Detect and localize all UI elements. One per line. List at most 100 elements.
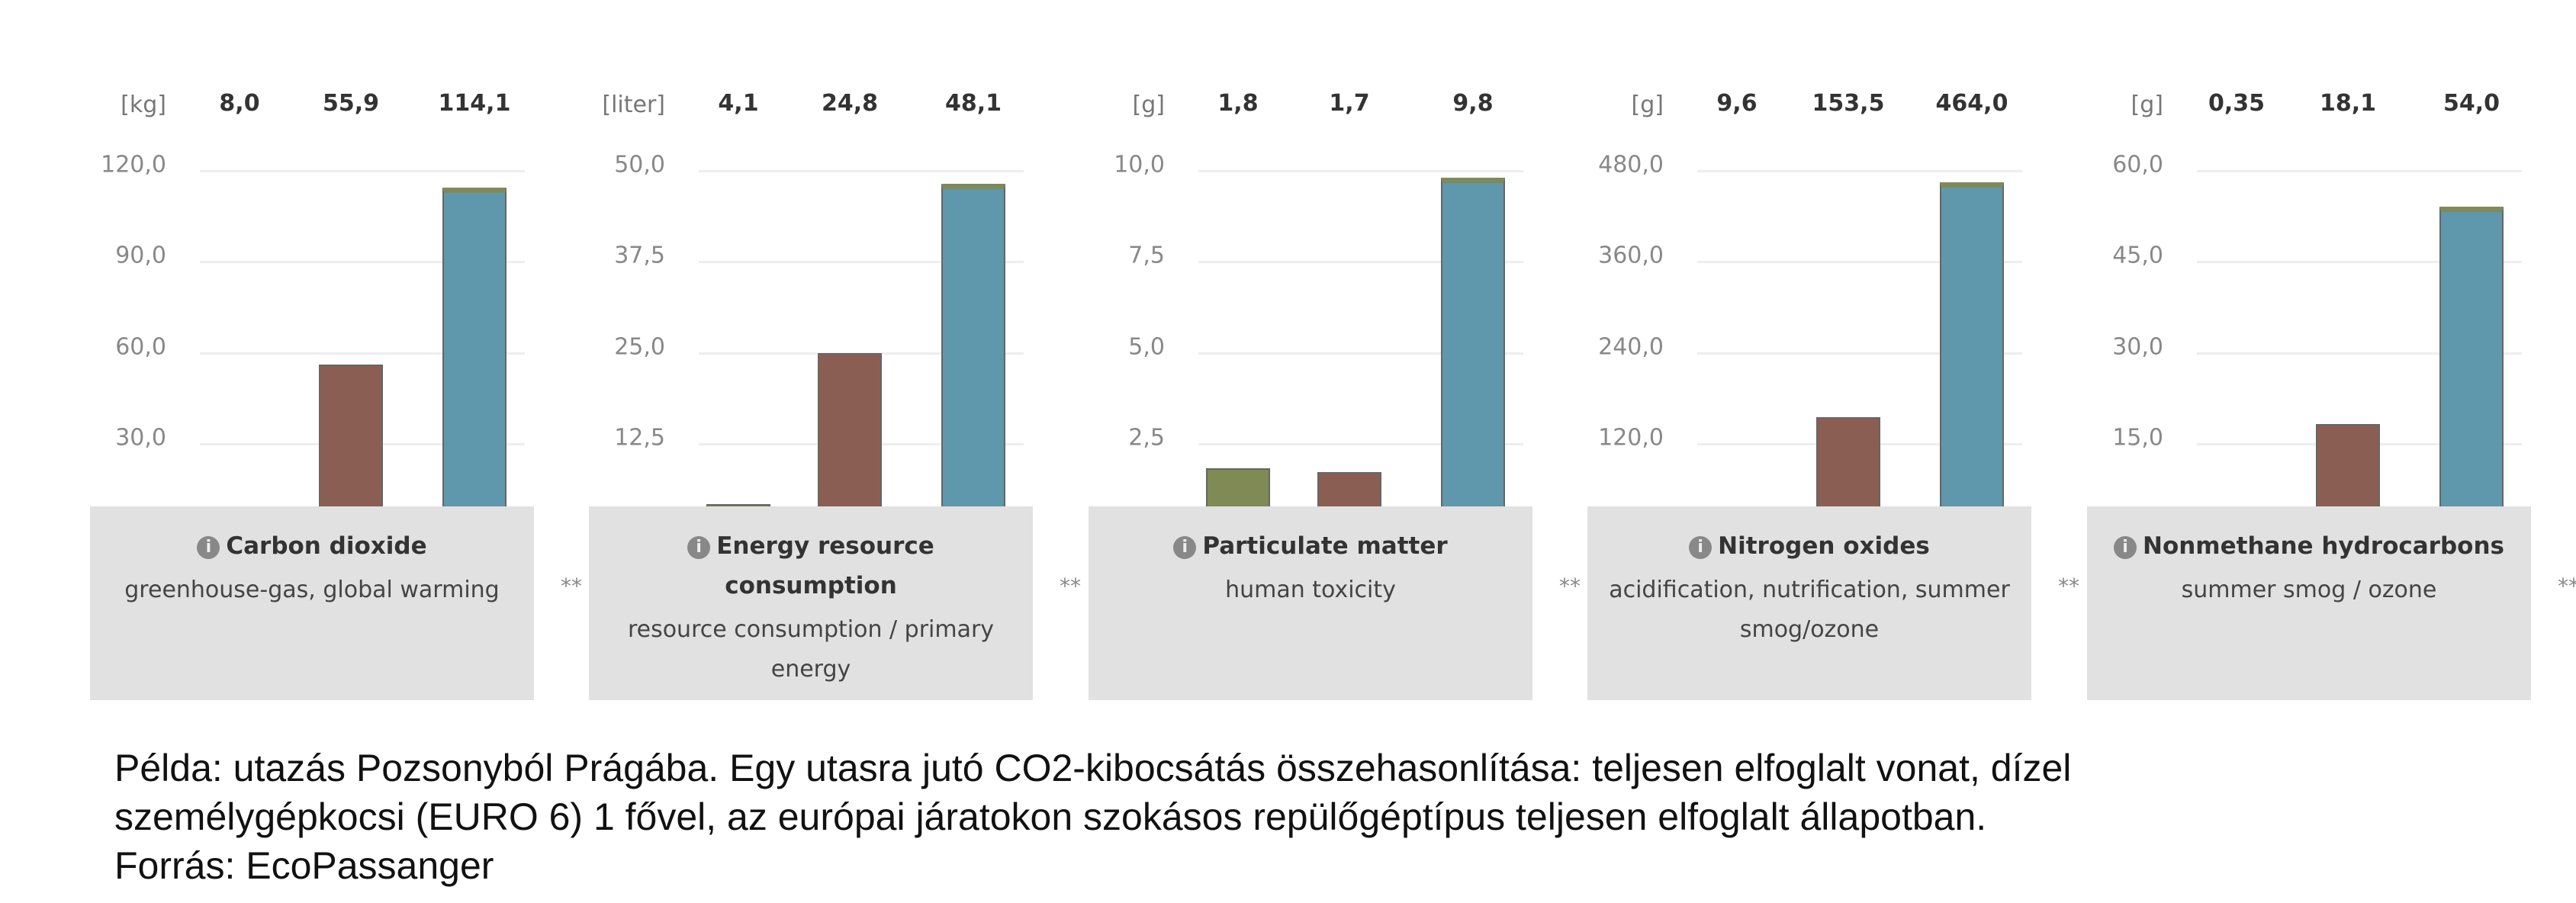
info-subtitle: acidification, nutrification, summer smo… [1609, 577, 2010, 643]
y-tick-label: 480,0 [1598, 151, 1664, 178]
gridline [200, 261, 525, 264]
y-tick-label: 2,5 [1128, 424, 1165, 452]
y-tick-label: 30,0 [115, 424, 166, 452]
value-label-car: 1,7 [1329, 90, 1370, 117]
value-label-plane: 114,1 [438, 90, 511, 117]
unit-label: [g] [2131, 92, 2163, 118]
gridline [2197, 261, 2522, 264]
info-subtitle: greenhouse-gas, global warming [124, 577, 500, 603]
caption-line: Forrás: EcoPassanger [114, 844, 494, 887]
y-tick-label: 7,5 [1128, 242, 1165, 269]
info-box: i Carbon dioxide greenhouse-gas, global w… [90, 506, 534, 700]
y-tick-label: 240,0 [1598, 333, 1664, 360]
value-label-plane: 464,0 [1935, 90, 2008, 117]
info-title: i Energy resource consumption [600, 526, 1022, 606]
value-label-plane: 48,1 [944, 90, 1002, 117]
gridline [1697, 352, 2022, 355]
y-tick-label: 60,0 [115, 333, 166, 360]
y-tick-label: 60,0 [2112, 151, 2163, 178]
bar-plane [442, 188, 507, 534]
info-box: i Particulate matter human toxicity [1089, 506, 1532, 700]
bar-plane [2439, 206, 2504, 534]
info-title: i Particulate matter [1099, 526, 1522, 566]
info-icon[interactable]: i [1689, 536, 1713, 559]
chart-panel: [g]02,55,07,510,01,81,79,8** iParticulat… [1089, 0, 1581, 709]
y-tick-label: 50,0 [614, 151, 665, 178]
gridline [1198, 261, 1523, 264]
bar-plane [1441, 177, 1505, 534]
gridline [1697, 261, 2022, 264]
unit-label: [liter] [602, 92, 665, 118]
footnote-mark: ** [561, 574, 582, 599]
caption: Példa: utazás Pozsonyból Prágába. Egy ut… [114, 744, 2071, 890]
info-subtitle: resource consumption / primary energy [627, 616, 995, 683]
value-label-train: 9,6 [1716, 90, 1758, 117]
gridline [1198, 352, 1523, 355]
info-box: i Nitrogen oxides acidification, nutrific… [1587, 506, 2031, 700]
info-icon[interactable]: i [2114, 536, 2137, 559]
y-tick-label: 45,0 [2112, 242, 2163, 269]
footnote-mark: ** [1559, 574, 1581, 599]
y-tick-label: 120,0 [101, 151, 166, 178]
value-label-car: 55,9 [322, 90, 380, 117]
gridline [699, 170, 1024, 172]
chart-panel: [liter]012,525,037,550,04,124,848,1** iE… [589, 0, 1081, 709]
gridline [699, 261, 1024, 264]
value-label-car: 153,5 [1812, 90, 1885, 117]
unit-label: [g] [1631, 92, 1664, 118]
info-title-text: Energy resource consumption [716, 532, 934, 599]
footnote-mark: ** [2058, 574, 2079, 599]
info-title: i Nitrogen oxides [1598, 526, 2021, 566]
y-tick-label: 30,0 [2112, 333, 2163, 360]
value-label-train: 0,35 [2208, 90, 2266, 117]
footnote-mark: ** [1060, 574, 1081, 599]
value-label-train: 1,8 [1217, 90, 1259, 117]
y-tick-label: 15,0 [2112, 424, 2163, 452]
value-label-plane: 9,8 [1452, 90, 1494, 117]
gridline [2197, 170, 2522, 172]
value-label-car: 18,1 [2319, 90, 2377, 117]
y-tick-label: 120,0 [1598, 424, 1664, 452]
y-tick-label: 360,0 [1598, 242, 1664, 269]
y-tick-label: 37,5 [614, 242, 665, 269]
gridline [1697, 170, 2022, 172]
value-label-car: 24,8 [821, 90, 879, 117]
value-label-train: 8,0 [219, 90, 260, 117]
bar-plane [1940, 182, 2004, 534]
info-title-text: Carbon dioxide [226, 532, 427, 560]
info-icon[interactable]: i [197, 536, 220, 559]
info-title-text: Nitrogen oxides [1718, 532, 1930, 560]
y-tick-label: 25,0 [614, 333, 665, 360]
info-subtitle: summer smog / ozone [2181, 577, 2437, 603]
info-title: i Carbon dioxide [101, 526, 523, 566]
y-tick-label: 5,0 [1128, 333, 1165, 360]
y-tick-label: 90,0 [115, 242, 166, 269]
info-box: i Nonmethane hydrocarbons summer smog / o… [2087, 506, 2531, 700]
bar-car [818, 353, 882, 534]
info-box: i Energy resource consumption resource co… [589, 506, 1033, 700]
info-title-text: Nonmethane hydrocarbons [2143, 532, 2504, 560]
chart-panel: [g]0120,0240,0360,0480,09,6153,5464,0** … [1587, 0, 2079, 709]
caption-line: személygépkocsi (EURO 6) 1 fővel, az eur… [114, 795, 1987, 838]
info-icon[interactable]: i [1173, 536, 1197, 559]
info-icon[interactable]: i [687, 536, 711, 559]
gridline [200, 352, 525, 355]
gridline [2197, 352, 2522, 355]
gridline [699, 352, 1024, 355]
bar-car [319, 364, 383, 534]
bar-plane [941, 184, 1005, 534]
info-subtitle: human toxicity [1225, 577, 1396, 603]
gridline [1198, 170, 1523, 172]
y-tick-label: 10,0 [1114, 151, 1165, 178]
value-label-train: 4,1 [718, 90, 759, 117]
unit-label: [kg] [121, 92, 166, 118]
footnote-mark: ** [2558, 574, 2576, 599]
gridline [1198, 442, 1523, 445]
y-tick-label: 12,5 [614, 424, 665, 452]
value-label-plane: 54,0 [2443, 90, 2500, 117]
info-title-text: Particulate matter [1202, 532, 1448, 560]
info-title: i Nonmethane hydrocarbons [2098, 526, 2520, 566]
unit-label: [g] [1132, 92, 1165, 118]
